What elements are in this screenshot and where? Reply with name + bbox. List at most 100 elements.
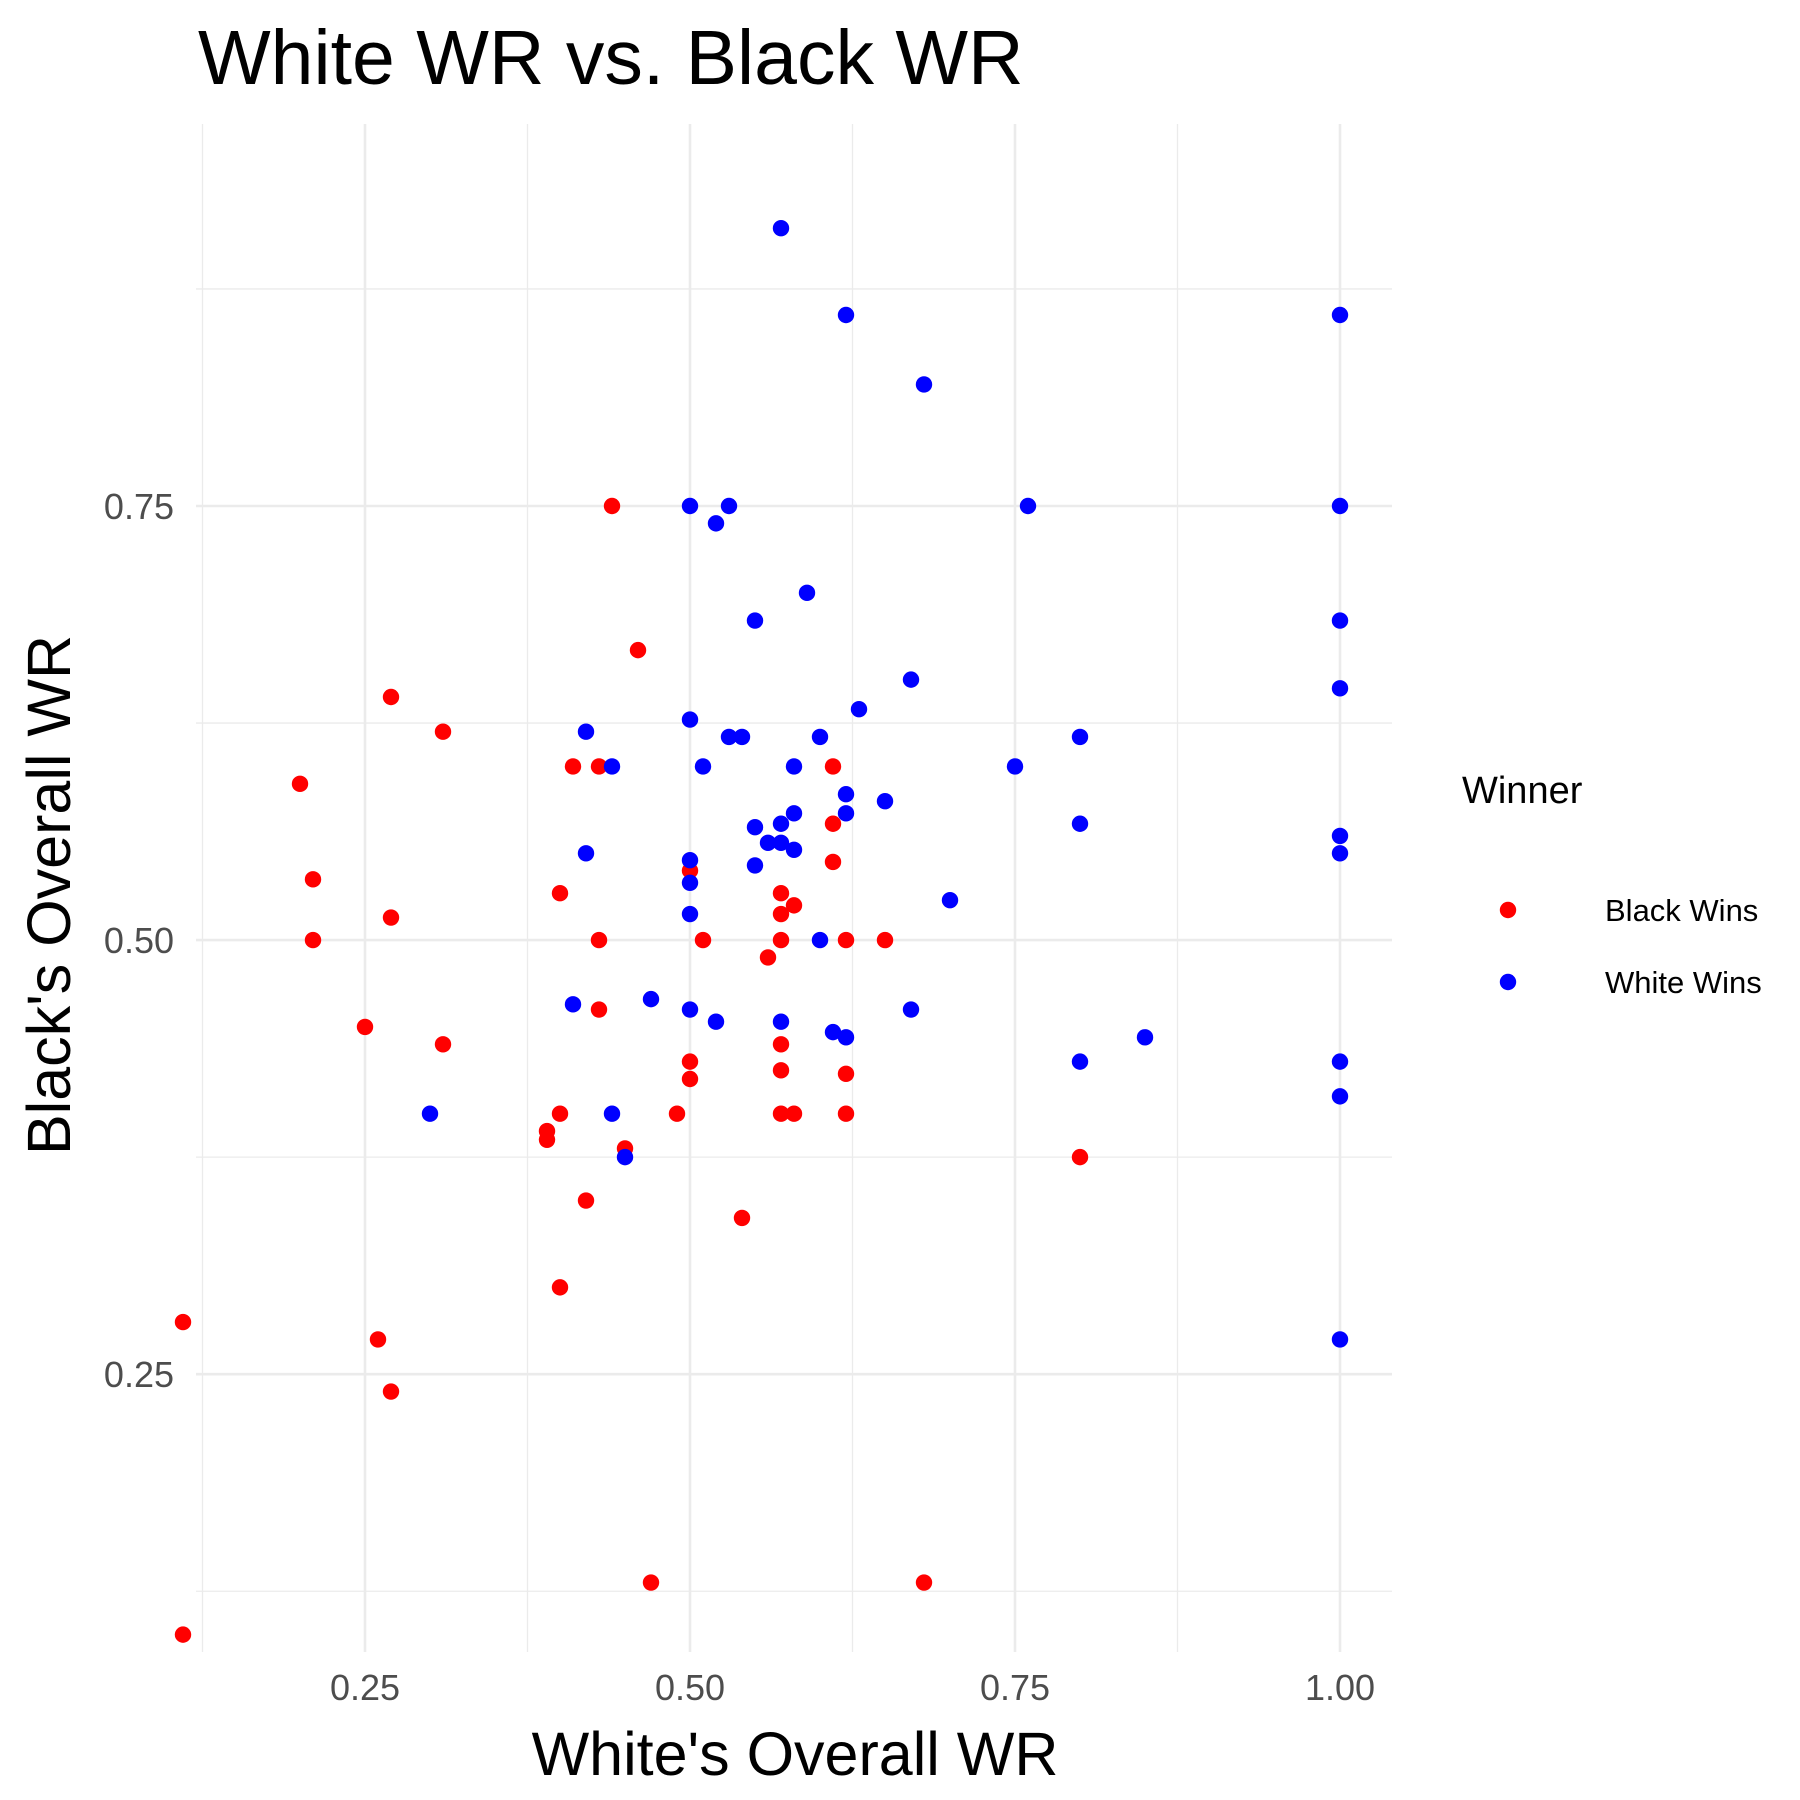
point-white-wins — [421, 1105, 439, 1122]
point-black-wins — [304, 871, 322, 888]
point-white-wins — [577, 845, 595, 862]
data-points — [174, 219, 1349, 1643]
point-black-wins — [772, 1062, 790, 1079]
point-black-wins — [824, 815, 842, 832]
point-black-wins — [174, 1626, 192, 1643]
legend: Winner Black Wins White Wins — [1462, 770, 1762, 1000]
point-black-wins — [590, 931, 608, 949]
point-white-wins — [720, 497, 738, 515]
point-white-wins — [1071, 1053, 1089, 1070]
point-white-wins — [1331, 680, 1349, 697]
point-black-wins — [304, 931, 322, 949]
x-axis-ticks: 0.25 0.50 0.75 1.00 — [330, 1667, 1375, 1708]
point-black-wins — [876, 931, 894, 949]
chart-title: White WR vs. Black WR — [198, 15, 1024, 101]
point-black-wins — [291, 775, 309, 793]
point-black-wins — [837, 931, 855, 949]
point-white-wins — [772, 219, 790, 237]
x-tick-label: 1.00 — [1305, 1667, 1375, 1708]
point-black-wins — [668, 1105, 686, 1122]
point-white-wins — [785, 805, 803, 822]
point-white-wins — [616, 1148, 634, 1166]
point-white-wins — [707, 515, 725, 532]
point-black-wins — [824, 853, 842, 871]
legend-title: Winner — [1462, 770, 1583, 812]
point-white-wins — [785, 841, 803, 858]
point-black-wins — [551, 1105, 569, 1122]
point-white-wins — [681, 905, 699, 923]
point-black-wins — [551, 885, 569, 902]
point-white-wins — [746, 819, 764, 836]
point-white-wins — [1331, 827, 1349, 845]
point-black-wins — [564, 758, 582, 775]
point-white-wins — [759, 834, 777, 852]
point-white-wins — [1331, 1053, 1349, 1070]
point-black-wins — [174, 1313, 192, 1331]
point-white-wins — [707, 1013, 725, 1030]
point-white-wins — [902, 671, 920, 688]
point-white-wins — [850, 700, 868, 718]
point-white-wins — [746, 612, 764, 629]
point-white-wins — [772, 815, 790, 832]
point-white-wins — [876, 792, 894, 810]
point-white-wins — [681, 1001, 699, 1018]
point-white-wins — [1331, 612, 1349, 629]
point-white-wins — [902, 1001, 920, 1018]
point-white-wins — [642, 990, 660, 1008]
y-axis-ticks: 0.25 0.50 0.75 — [104, 486, 174, 1395]
point-white-wins — [1019, 497, 1037, 515]
x-tick-label: 0.25 — [330, 1667, 400, 1708]
point-white-wins — [811, 931, 829, 949]
point-white-wins — [772, 834, 790, 852]
point-black-wins — [369, 1331, 387, 1348]
point-black-wins — [772, 885, 790, 902]
point-white-wins — [1331, 306, 1349, 324]
point-black-wins — [772, 1036, 790, 1053]
point-black-wins — [772, 1105, 790, 1122]
point-white-wins — [772, 1013, 790, 1030]
point-white-wins — [1331, 497, 1349, 515]
point-white-wins — [681, 874, 699, 891]
point-white-wins — [1331, 845, 1349, 862]
point-white-wins — [1136, 1029, 1154, 1046]
point-black-wins — [824, 758, 842, 775]
point-black-wins — [785, 1105, 803, 1122]
point-white-wins — [603, 1105, 621, 1122]
legend-label: Black Wins — [1605, 893, 1758, 928]
point-white-wins — [798, 584, 816, 602]
point-white-wins — [837, 805, 855, 822]
point-white-wins — [1331, 1088, 1349, 1105]
point-black-wins — [590, 758, 608, 775]
point-white-wins — [1331, 1331, 1349, 1348]
y-tick-label: 0.50 — [104, 920, 174, 961]
point-black-wins — [733, 1209, 751, 1227]
point-black-wins — [538, 1131, 556, 1148]
point-black-wins — [785, 897, 803, 914]
point-white-wins — [811, 728, 829, 746]
point-black-wins — [759, 949, 777, 966]
point-white-wins — [681, 711, 699, 728]
point-black-wins — [681, 1053, 699, 1070]
legend-key — [1499, 901, 1517, 919]
point-white-wins — [785, 758, 803, 775]
point-white-wins — [1071, 728, 1089, 746]
point-black-wins — [551, 1279, 569, 1296]
legend-key — [1499, 973, 1517, 991]
point-black-wins — [577, 1192, 595, 1209]
point-black-wins — [837, 1065, 855, 1082]
y-tick-label: 0.25 — [104, 1354, 174, 1395]
point-black-wins — [382, 688, 400, 706]
legend-label: White Wins — [1605, 965, 1762, 1000]
y-tick-label: 0.75 — [104, 486, 174, 527]
point-white-wins — [681, 852, 699, 869]
x-tick-label: 0.75 — [980, 1667, 1050, 1708]
point-white-wins — [720, 728, 738, 746]
x-axis-title: White's Overall WR — [532, 1720, 1059, 1788]
point-white-wins — [746, 857, 764, 874]
point-black-wins — [1071, 1148, 1089, 1166]
legend-items: Black Wins White Wins — [1499, 893, 1762, 1000]
point-white-wins — [837, 786, 855, 803]
point-black-wins — [382, 909, 400, 926]
point-black-wins — [356, 1018, 374, 1036]
